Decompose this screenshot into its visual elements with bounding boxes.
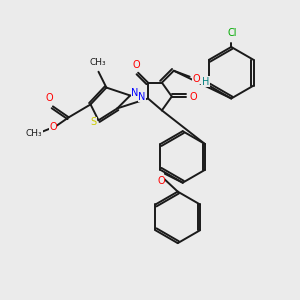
Text: O: O [157,176,165,186]
Text: CH₃: CH₃ [89,58,106,67]
Text: CH₃: CH₃ [26,129,42,138]
Text: O: O [190,92,197,101]
Text: N: N [131,88,139,98]
Text: O: O [193,74,200,84]
Text: O: O [132,60,140,70]
Text: O: O [45,94,53,103]
Text: Cl: Cl [227,28,237,38]
Text: N: N [138,92,146,101]
Text: O: O [49,122,57,132]
Text: H: H [202,76,209,87]
Text: S: S [91,117,97,127]
